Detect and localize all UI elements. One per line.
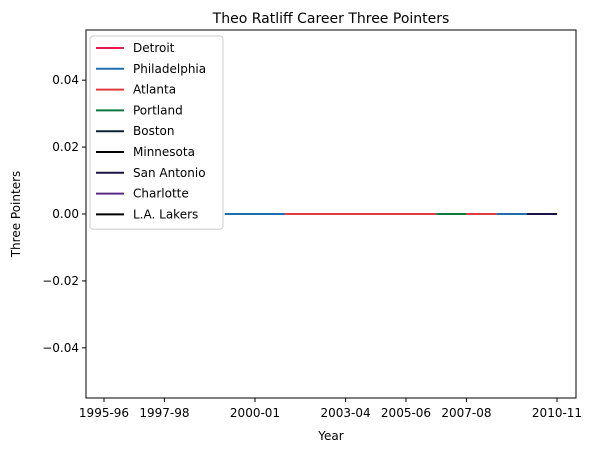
x-tick-label: 2003-04: [321, 406, 371, 420]
legend-entry: Detroit: [133, 41, 175, 55]
legend-entry: Boston: [133, 124, 174, 138]
legend: Detroit Philadelphia Atlanta Portland Boston…: [89, 35, 224, 230]
x-axis-label: Year: [317, 429, 343, 443]
legend-entry: Minnesota: [133, 145, 195, 159]
legend-entry: Portland: [133, 103, 183, 117]
x-tick-label: 2005-06: [381, 406, 431, 420]
y-tick-label: 0.02: [52, 140, 79, 154]
x-axis: 1995-96 1997-98 2000-01 2003-04 2005-06 2007-…: [79, 398, 582, 420]
x-tick-label: 1997-98: [139, 406, 189, 420]
x-tick-label: 2000-01: [230, 406, 280, 420]
y-axis-label: Three Pointers: [9, 171, 23, 259]
legend-entry: Atlanta: [133, 83, 176, 97]
x-tick-label: 2007-08: [441, 406, 491, 420]
legend-entry: San Antonio: [133, 166, 206, 180]
legend-box: [89, 35, 224, 230]
x-tick-label: 1995-96: [79, 406, 129, 420]
x-tick-label: 2010-11: [532, 406, 582, 420]
legend-entry: Charlotte: [133, 187, 189, 201]
chart-title: Theo Ratliff Career Three Pointers: [212, 11, 450, 27]
legend-entry: Philadelphia: [133, 62, 206, 76]
legend-entry: L.A. Lakers: [133, 207, 198, 221]
y-tick-label: 0.00: [52, 207, 79, 221]
y-tick-label: −0.04: [42, 341, 79, 355]
y-tick-label: 0.04: [52, 73, 79, 87]
y-axis: 0.04 0.02 0.00 −0.02 −0.04: [42, 73, 86, 355]
y-tick-label: −0.02: [42, 274, 79, 288]
